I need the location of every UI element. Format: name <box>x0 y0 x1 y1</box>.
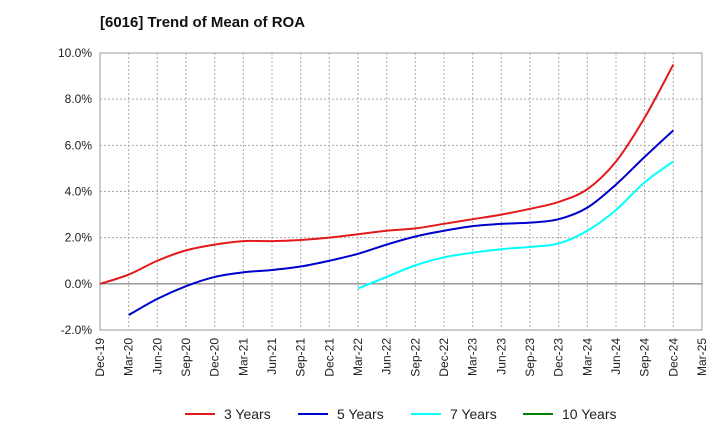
legend-label: 5 Years <box>337 406 384 422</box>
y-tick-label: 4.0% <box>65 185 93 199</box>
x-tick-label: Dec-20 <box>208 338 222 377</box>
y-tick-label: 10.0% <box>58 46 92 60</box>
series-line-5-years <box>128 129 675 316</box>
legend-item-3-years: 3 Years <box>185 406 271 422</box>
x-tick-label: Jun-23 <box>494 338 508 375</box>
legend-item-7-years: 7 Years <box>411 406 497 422</box>
chart-title: [6016] Trend of Mean of ROA <box>100 14 306 31</box>
grid-layer <box>99 52 703 331</box>
x-tick-label: Sep-23 <box>523 338 537 377</box>
y-tick-label: 2.0% <box>65 231 93 245</box>
series-line-3-years <box>99 64 675 285</box>
series-line-7-years <box>357 160 674 290</box>
x-tick-label: Jun-22 <box>380 338 394 375</box>
x-tick-label: Sep-24 <box>638 338 652 377</box>
x-tick-label: Dec-24 <box>666 338 680 377</box>
x-tick-label: Mar-20 <box>122 338 136 376</box>
y-tick-label: 0.0% <box>65 277 93 291</box>
x-tick-label: Mar-23 <box>466 338 480 376</box>
legend-label: 3 Years <box>224 406 271 422</box>
legend-item-10-years: 10 Years <box>523 406 617 422</box>
x-tick-label: Jun-21 <box>265 338 279 375</box>
x-tick-label: Mar-24 <box>580 338 594 376</box>
legend-label: 7 Years <box>450 406 497 422</box>
x-tick-label: Sep-22 <box>408 338 422 377</box>
series-layer <box>99 64 675 316</box>
y-tick-label: 6.0% <box>65 138 93 152</box>
axis-layer: -2.0% 0.0% 2.0% 4.0% 6.0% 8.0% 10.0% Dec-19 Mar-… <box>58 46 709 377</box>
x-tick-label: Dec-21 <box>322 338 336 377</box>
x-tick-label: Dec-22 <box>437 338 451 377</box>
y-tick-label: -2.0% <box>61 323 93 337</box>
y-tick-label: 8.0% <box>65 92 93 106</box>
legend: 3 Years 5 Years 7 Years 10 Years <box>185 406 617 422</box>
x-tick-label: Dec-19 <box>93 338 107 377</box>
x-tick-label: Mar-25 <box>695 338 709 376</box>
legend-label: 10 Years <box>562 406 617 422</box>
x-tick-label: Dec-23 <box>552 338 566 377</box>
x-tick-label: Jun-20 <box>150 338 164 375</box>
legend-item-5-years: 5 Years <box>298 406 384 422</box>
x-tick-label: Sep-20 <box>179 338 193 377</box>
x-tick-label: Sep-21 <box>294 338 308 377</box>
x-tick-label: Mar-21 <box>236 338 250 376</box>
x-tick-label: Mar-22 <box>351 338 365 376</box>
x-tick-label: Jun-24 <box>609 338 623 375</box>
